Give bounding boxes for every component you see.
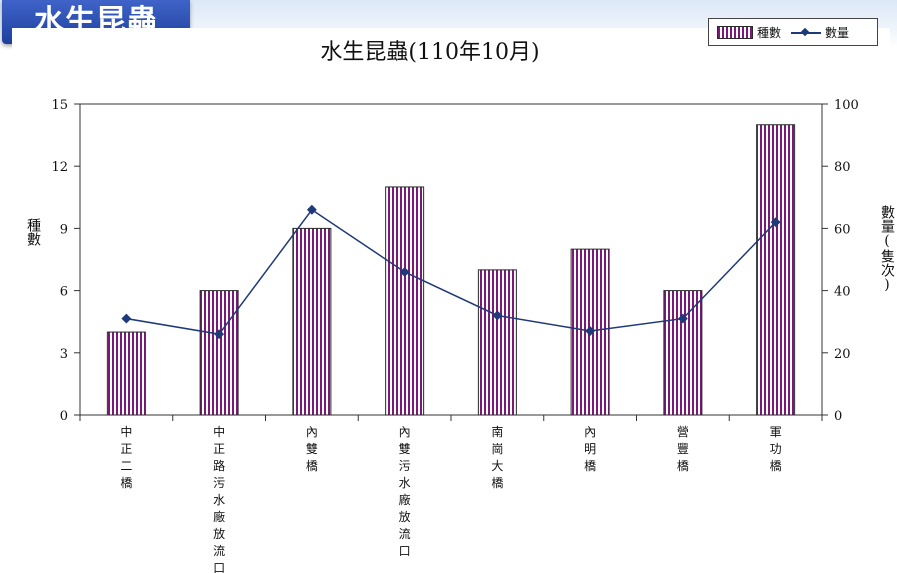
y-right-tick-label: 80 [834, 160, 851, 175]
y-left-tick-label: 15 [51, 98, 68, 113]
line-point [399, 266, 410, 277]
x-category-label: 內雙橋 [306, 425, 318, 473]
y-left-tick-label: 6 [60, 285, 68, 300]
y-left-tick-label: 12 [51, 160, 68, 175]
y-right-tick-label: 0 [834, 409, 842, 424]
legend-line-swatch [791, 27, 822, 38]
y-left-tick-label: 9 [60, 222, 68, 237]
x-category-label: 營豐橋 [677, 425, 689, 473]
y-right-tick-label: 60 [834, 222, 851, 237]
chart-title: 水生昆蟲(110年10月) [320, 40, 540, 65]
line-point [492, 310, 503, 321]
chart-legend: 種數 數量 [708, 18, 878, 46]
y-right-tick-label: 40 [834, 285, 851, 300]
bar [477, 269, 517, 416]
line-point [677, 313, 688, 324]
bar [663, 290, 703, 416]
y-axis-right-label: 數量(隻次) [879, 205, 895, 293]
legend-label-line: 數量 [825, 25, 850, 40]
x-category-label: 內雙污水廠放流口 [399, 425, 411, 558]
line-point [214, 329, 225, 340]
y-left-tick-label: 3 [60, 347, 68, 362]
line-point [770, 217, 781, 228]
x-category-label: 南崗大橋 [491, 424, 503, 490]
x-category-label: 內明橋 [584, 425, 596, 473]
plot-border [79, 103, 823, 416]
series-line [126, 208, 777, 335]
bar [756, 124, 796, 416]
line-point [306, 204, 317, 215]
y-left-tick-label: 0 [60, 409, 68, 424]
y-axis-left-label: 種數 [25, 218, 41, 246]
x-category-label: 軍功橋 [770, 425, 782, 473]
legend-bar-swatch [717, 25, 753, 39]
chart-area [12, 28, 890, 573]
line-point [121, 313, 132, 324]
bar [385, 186, 425, 416]
line-point [585, 326, 596, 336]
legend-label-bars: 種數 [757, 25, 782, 40]
bar [292, 227, 332, 416]
x-category-label: 中正二橋 [120, 424, 132, 490]
bar [106, 331, 146, 416]
bar [199, 290, 239, 416]
x-category-label: 中正路污水廠放流口 [213, 424, 225, 573]
y-right-tick-label: 100 [834, 98, 859, 113]
y-right-tick-label: 20 [834, 347, 851, 362]
